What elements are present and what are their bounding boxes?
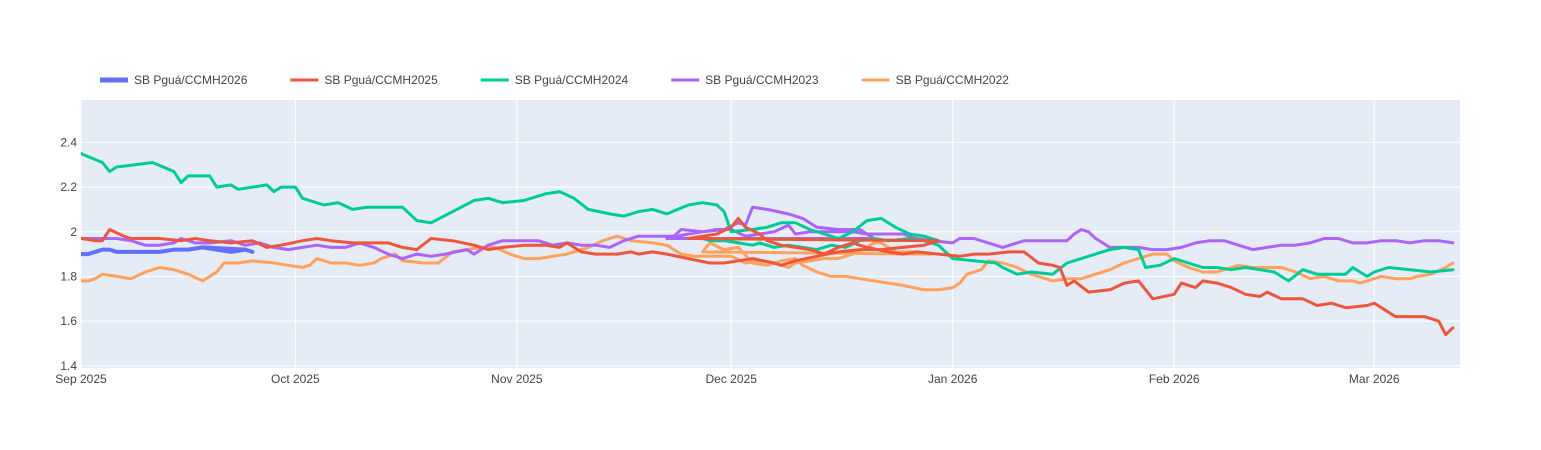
legend-item[interactable]: SB Pguá/CCMH2022 (861, 73, 1010, 87)
x-tick-label: Nov 2025 (491, 372, 543, 386)
x-tick-label: Oct 2025 (271, 372, 320, 386)
x-tick-label: Feb 2026 (1149, 372, 1200, 386)
legend-label: SB Pguá/CCMH2023 (705, 73, 819, 87)
plot-background (81, 100, 1460, 368)
y-tick-label: 2.2 (60, 180, 77, 194)
series-line-1[interactable] (81, 245, 255, 257)
legend[interactable]: SB Pguá/CCMH2026 SB Pguá/CCMH2025 SB Pguá/… (100, 73, 1009, 87)
legend-label: SB Pguá/CCMH2025 (324, 73, 438, 87)
y-tick-label: 2 (70, 225, 77, 239)
x-tick-label: Mar 2026 (1349, 372, 1400, 386)
grid-lines (80, 100, 1460, 368)
y-tick-label: 1.4 (60, 359, 77, 373)
series-line-2[interactable] (81, 216, 1455, 336)
legend-item[interactable]: SB Pguá/CCMH2023 (671, 73, 819, 87)
legend-label: SB Pguá/CCMH2026 (134, 73, 248, 87)
x-tick-label: Jan 2026 (928, 372, 978, 386)
legend-item[interactable]: SB Pguá/CCMH2025 (290, 73, 438, 87)
legend-item[interactable]: SB Pguá/CCMH2026 (100, 73, 248, 87)
legend-item[interactable]: SB Pguá/CCMH2024 (480, 73, 629, 87)
legend-label: SB Pguá/CCMH2022 (896, 73, 1010, 87)
series-line-5[interactable] (81, 234, 1455, 292)
series-line-4[interactable] (81, 205, 1455, 261)
y-tick-label: 1.6 (60, 314, 77, 328)
y-tick-label: 2.4 (60, 135, 77, 149)
x-tick-label: Sep 2025 (55, 372, 107, 386)
legend-label: SB Pguá/CCMH2024 (515, 73, 629, 87)
x-tick-label: Dec 2025 (706, 372, 758, 386)
series-lines (81, 152, 1455, 336)
axis-labels: 1.4 1.6 1.8 2 2.2 2.4 Sep 2025 Oct 2025 Nov 2025… (55, 135, 1400, 386)
series-line-3[interactable] (81, 152, 1455, 283)
y-tick-label: 1.8 (60, 269, 77, 283)
